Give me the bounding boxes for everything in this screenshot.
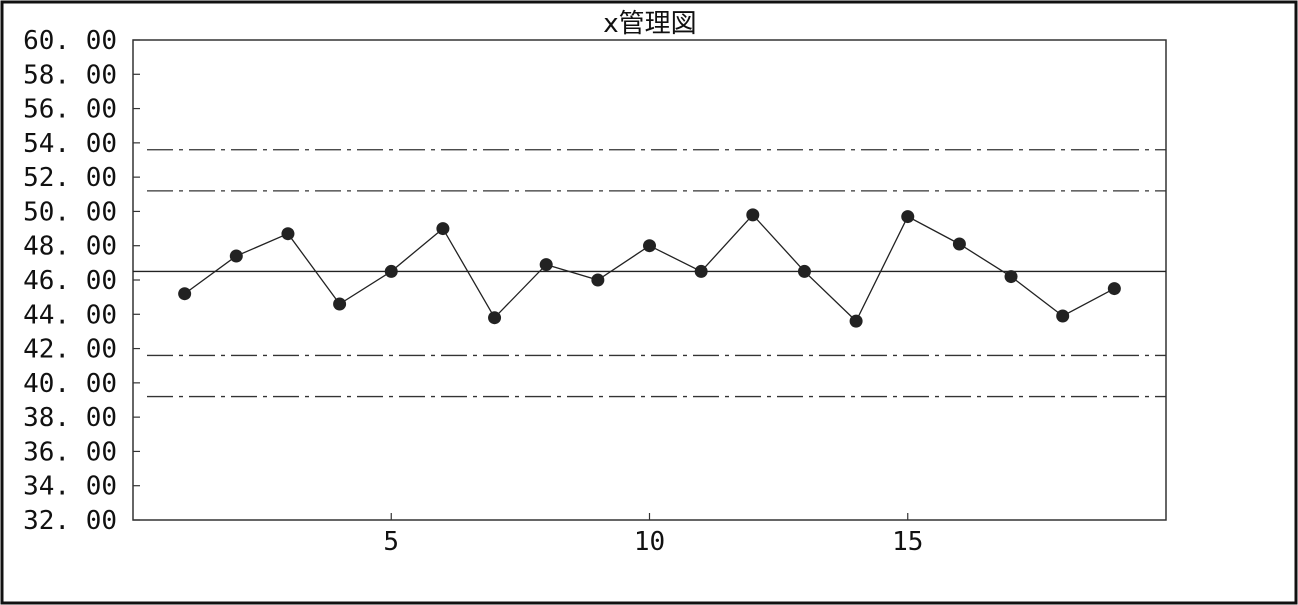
data-point [229,249,243,263]
y-tick-label: 40. 00 [23,369,117,399]
data-point [952,237,966,251]
y-tick-label: 44. 00 [23,300,117,330]
data-point [333,297,347,311]
data-point [384,264,398,278]
data-series [178,208,1121,328]
y-tick-label: 46. 00 [23,266,117,296]
y-tick-label: 36. 00 [23,437,117,467]
control-limit-lines [133,149,1166,398]
y-tick-label: 50. 00 [23,197,117,227]
x-axis: 5 10 15 [383,513,923,557]
data-point [1107,282,1121,296]
data-point [178,287,192,301]
chart-title: x管理図 [603,9,696,39]
data-point [694,264,708,278]
y-tick-label: 52. 00 [23,163,117,193]
data-point [488,311,502,325]
data-point [901,210,915,224]
data-point [746,208,760,222]
y-tick-label: 56. 00 [23,95,117,125]
data-point [643,239,656,253]
data-point [1004,270,1018,284]
data-point [1056,309,1070,323]
y-tick-label: 38. 00 [23,403,117,433]
x-tick-label: 10 [634,527,665,557]
y-tick-label: 58. 00 [23,60,117,90]
series-line [184,213,1115,323]
x-tick-label: 5 [383,527,399,557]
y-tick-label: 54. 00 [23,129,117,159]
y-axis: 60. 00 58. 00 56. 00 54. 00 52. 00 50. 00 48. … [23,26,140,536]
y-tick-label: 32. 00 [23,506,117,536]
x-tick-label: 15 [892,527,923,557]
data-point [591,273,605,287]
y-tick-label: 48. 00 [23,232,117,262]
data-point [539,258,553,272]
y-tick-label: 60. 00 [23,26,117,56]
data-point [281,227,295,241]
data-point [797,264,811,278]
data-point [849,314,863,328]
y-tick-label: 34. 00 [23,472,117,502]
data-point [436,222,450,236]
y-tick-label: 42. 00 [23,335,117,365]
